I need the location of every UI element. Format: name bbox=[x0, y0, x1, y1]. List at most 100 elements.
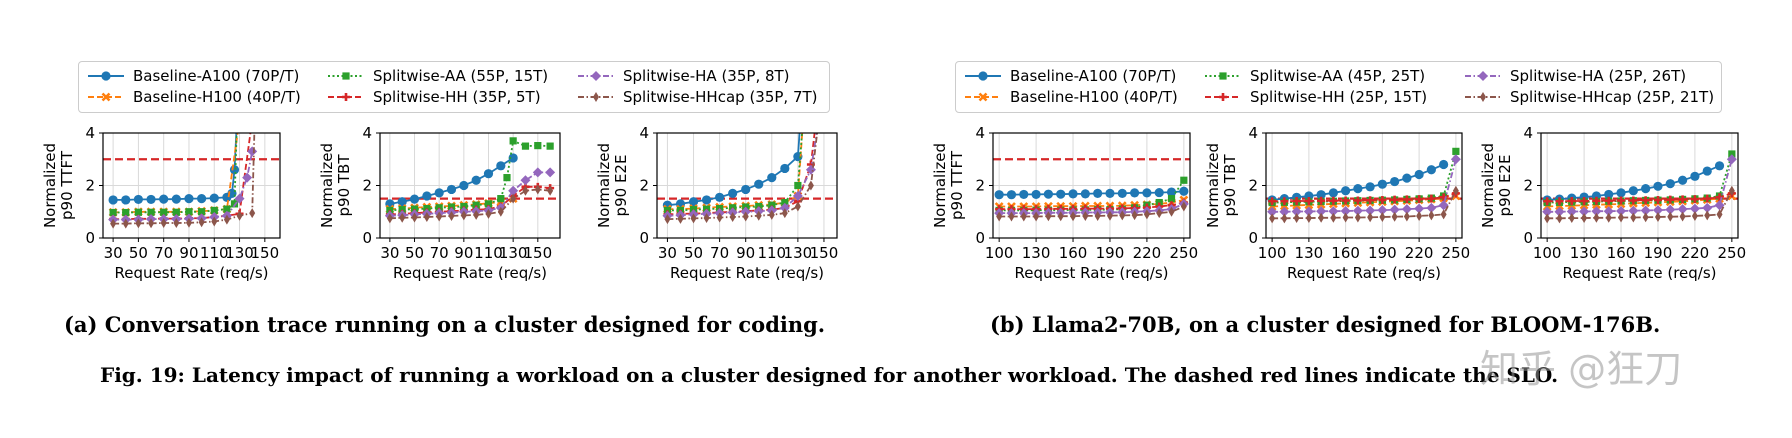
x-tick-label: 150 bbox=[810, 244, 839, 262]
series-baseline_a100 bbox=[994, 186, 1189, 200]
legend-a: Baseline-A100 (70P/T) Baseline-H100 (40P… bbox=[78, 61, 830, 113]
data-point bbox=[792, 191, 803, 201]
x-tick-label: 130 bbox=[1570, 244, 1599, 262]
y-tick-label: 4 bbox=[1248, 124, 1258, 142]
data-point bbox=[211, 216, 218, 227]
data-point bbox=[508, 153, 518, 163]
legend-line-icon bbox=[965, 71, 1001, 81]
y-axis-label: Normalized bbox=[41, 143, 59, 228]
data-point bbox=[1317, 196, 1326, 205]
data-point bbox=[230, 200, 239, 208]
data-point bbox=[1554, 206, 1565, 217]
data-point bbox=[1704, 210, 1711, 221]
legend-item: Splitwise-HH (25P, 15T) bbox=[1204, 87, 1427, 107]
y-tick-label: 4 bbox=[975, 124, 985, 142]
data-point bbox=[796, 115, 805, 124]
data-point bbox=[1267, 206, 1278, 217]
data-point bbox=[1579, 206, 1590, 217]
data-point bbox=[198, 208, 206, 216]
data-point bbox=[133, 194, 143, 205]
series-baseline_a100 bbox=[385, 153, 518, 209]
x-tick-label: 220 bbox=[1133, 244, 1162, 262]
legend-item: Baseline-H100 (40P/T) bbox=[964, 87, 1178, 107]
y-tick-label: 2 bbox=[85, 177, 95, 195]
data-point bbox=[1616, 205, 1627, 216]
y-tick-label: 2 bbox=[1248, 177, 1258, 195]
data-point bbox=[1117, 188, 1127, 198]
data-point bbox=[1305, 213, 1312, 224]
data-point bbox=[1045, 211, 1052, 222]
data-point bbox=[800, 116, 807, 123]
x-tick-label: 250 bbox=[1718, 244, 1747, 262]
figure-caption: Fig. 19: Latency impact of running a wor… bbox=[100, 363, 1559, 387]
data-point bbox=[1403, 211, 1410, 222]
data-point bbox=[1391, 211, 1398, 222]
data-point bbox=[1616, 188, 1626, 198]
y-tick-label: 2 bbox=[639, 177, 649, 195]
data-point bbox=[1293, 213, 1300, 224]
data-point bbox=[807, 180, 814, 191]
data-point bbox=[1020, 211, 1027, 222]
data-point bbox=[1414, 203, 1425, 214]
series-splitwise_hh bbox=[1268, 189, 1460, 206]
data-point bbox=[1006, 190, 1017, 200]
data-point bbox=[147, 208, 155, 216]
data-point bbox=[781, 198, 789, 207]
data-point bbox=[799, 116, 806, 123]
data-point bbox=[768, 201, 776, 209]
data-point bbox=[1415, 195, 1424, 204]
legend-item: Splitwise-AA (45P, 25T) bbox=[1204, 66, 1425, 86]
x-tick-label: 30 bbox=[104, 244, 123, 262]
data-point bbox=[159, 194, 169, 204]
data-point bbox=[485, 208, 492, 219]
data-point bbox=[209, 193, 219, 203]
data-point bbox=[1629, 196, 1638, 205]
legend-label: Baseline-A100 (70P/T) bbox=[1010, 67, 1177, 85]
data-point bbox=[1556, 213, 1563, 224]
data-point bbox=[1427, 194, 1436, 203]
data-point bbox=[234, 193, 245, 204]
data-point bbox=[1566, 206, 1577, 217]
legend-swatch-marker bbox=[593, 92, 599, 102]
data-point bbox=[484, 200, 493, 208]
data-point bbox=[1119, 210, 1126, 221]
data-point bbox=[1642, 212, 1649, 223]
y-axis-label: p90 TBT bbox=[1221, 154, 1239, 217]
legend-line-icon bbox=[1205, 93, 1241, 101]
data-point bbox=[1328, 188, 1338, 198]
series-line bbox=[1547, 159, 1733, 213]
data-point bbox=[185, 217, 192, 228]
data-point bbox=[1428, 210, 1435, 221]
data-point bbox=[1389, 204, 1400, 215]
data-point bbox=[1180, 201, 1187, 212]
data-point bbox=[1702, 166, 1712, 176]
data-point bbox=[742, 211, 749, 222]
x-axis-label: Request Rate (req/s) bbox=[670, 264, 824, 282]
data-point bbox=[1665, 179, 1675, 189]
data-point bbox=[223, 205, 231, 213]
y-tick-label: 4 bbox=[639, 124, 649, 142]
data-point bbox=[447, 203, 456, 211]
data-point bbox=[1580, 196, 1589, 205]
data-point bbox=[411, 212, 418, 223]
data-point bbox=[1377, 205, 1388, 216]
data-point bbox=[135, 218, 142, 229]
data-point bbox=[767, 173, 777, 183]
x-tick-label: 50 bbox=[684, 244, 703, 262]
data-point bbox=[741, 184, 751, 195]
data-point bbox=[1702, 202, 1713, 213]
data-point bbox=[483, 169, 494, 179]
legend-label: Baseline-A100 (70P/T) bbox=[133, 67, 300, 85]
data-point bbox=[1080, 189, 1090, 199]
y-tick-label: 4 bbox=[362, 124, 372, 142]
data-point bbox=[1156, 208, 1163, 219]
y-axis-label: p90 E2E bbox=[612, 155, 630, 217]
data-point bbox=[1628, 186, 1638, 196]
y-tick-label: 2 bbox=[975, 177, 985, 195]
data-point bbox=[780, 163, 790, 174]
data-point bbox=[1654, 212, 1661, 222]
data-point bbox=[1280, 197, 1289, 206]
legend-line-icon bbox=[88, 92, 124, 102]
data-point bbox=[688, 197, 699, 207]
